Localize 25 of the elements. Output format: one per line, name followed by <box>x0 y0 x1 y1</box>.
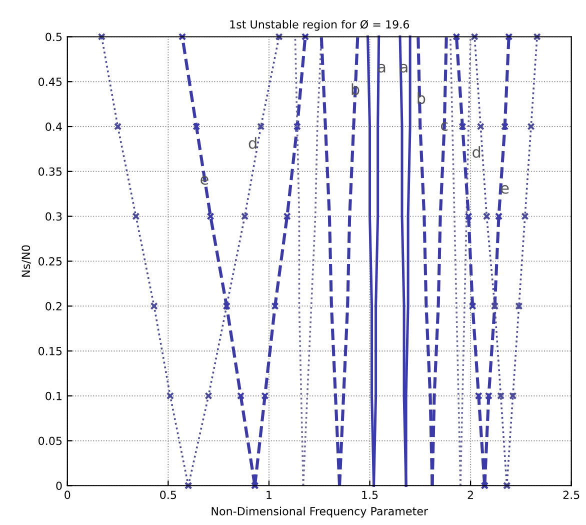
x-tick-label: 2.5 <box>563 490 580 500</box>
annotation: d <box>248 137 256 149</box>
y-tick-label: 0.45 <box>38 78 62 86</box>
y-tick-label: 0.4 <box>46 122 62 131</box>
y-tick-label: 0.3 <box>46 212 62 221</box>
x-tick-label: 0.5 <box>160 490 176 500</box>
y-axis-title: Ns/N0 <box>22 245 31 277</box>
y-tick-label: 0 <box>56 482 62 490</box>
annotation: d <box>472 146 480 158</box>
annotation: c <box>440 122 448 131</box>
y-tick-label: 0.25 <box>38 257 62 266</box>
y-tick-label: 0.1 <box>46 392 62 400</box>
x-tick-label: 2 <box>468 490 473 499</box>
x-axis-title: Non-Dimensional Frequency Parameter <box>212 506 428 518</box>
y-tick-label: 0.2 <box>46 302 62 310</box>
y-tick-label: 0.35 <box>38 167 62 176</box>
x-tick-label: 0 <box>64 490 70 500</box>
x-tick-label: 1 <box>266 490 272 499</box>
y-tick-label: 0.5 <box>46 32 62 42</box>
chart-title: 1st Unstable region for Ø = 19.6 <box>230 20 410 31</box>
annotation: b <box>418 92 426 104</box>
x-tick-label: 1.5 <box>362 490 378 500</box>
y-tick-label: 0.15 <box>38 346 62 356</box>
annotation: e <box>200 176 208 185</box>
y-tick-label: 0.05 <box>38 436 62 446</box>
